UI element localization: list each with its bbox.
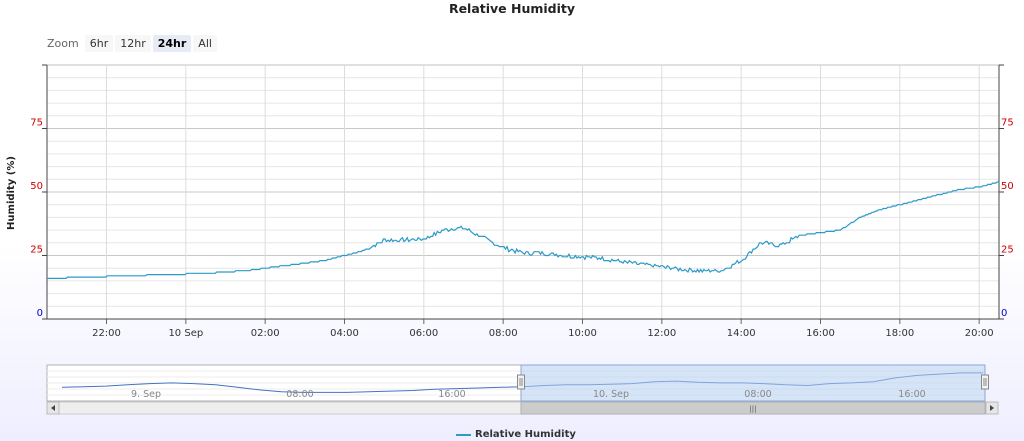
zoom-all-button[interactable]: All bbox=[193, 35, 217, 52]
humidity-series-line bbox=[47, 181, 999, 279]
y-tick-label-right: 50 bbox=[1001, 181, 1014, 192]
x-tick-label: 22:00 bbox=[92, 328, 121, 339]
y-axis-left: 0 25 50 75 bbox=[30, 64, 48, 320]
zoom-label: Zoom bbox=[47, 37, 79, 50]
zoom-12hr-button[interactable]: 12hr bbox=[115, 35, 151, 52]
navigator-label: 16:00 bbox=[438, 389, 465, 400]
y-tick-label-left: 0 bbox=[37, 308, 43, 319]
y-tick-label-right: 75 bbox=[1001, 118, 1014, 129]
y-tick-label-right: 0 bbox=[1001, 308, 1007, 319]
navigator-label: 9. Sep bbox=[131, 389, 161, 400]
legend[interactable]: Relative Humidity bbox=[456, 429, 576, 440]
navigator-label: 08:00 bbox=[286, 389, 313, 400]
y-tick-label-left: 50 bbox=[30, 181, 43, 192]
grid bbox=[46, 64, 1000, 320]
x-tick-label: 10 Sep bbox=[168, 328, 203, 339]
legend-series-label: Relative Humidity bbox=[475, 429, 576, 440]
x-tick-label: 12:00 bbox=[647, 328, 676, 339]
x-tick-label: 18:00 bbox=[885, 328, 914, 339]
y-tick-label-right: 25 bbox=[1001, 245, 1014, 256]
scrollbar-thumb[interactable] bbox=[520, 401, 986, 415]
scroll-right-arrow-icon bbox=[990, 405, 994, 411]
y-tick-label-left: 75 bbox=[30, 118, 43, 129]
x-tick-label: 16:00 bbox=[806, 328, 835, 339]
zoom-6hr-button[interactable]: 6hr bbox=[84, 35, 114, 52]
x-tick-label: 06:00 bbox=[409, 328, 438, 339]
navigator-label: 08:00 bbox=[744, 389, 771, 400]
x-tick-label: 10:00 bbox=[568, 328, 597, 339]
x-tick-label: 20:00 bbox=[965, 328, 994, 339]
zoom-controls: Zoom 6hr 12hr 24hr All bbox=[47, 34, 219, 53]
y-axis-title: Humidity (%) bbox=[6, 156, 17, 230]
chart-title: Relative Humidity bbox=[448, 1, 576, 16]
x-tick-label: 08:00 bbox=[489, 328, 518, 339]
y-axis-right: 0 25 50 75 bbox=[998, 64, 1014, 320]
x-tick-label: 02:00 bbox=[251, 328, 280, 339]
scroll-left-arrow-icon bbox=[51, 405, 55, 411]
x-tick-label: 14:00 bbox=[727, 328, 756, 339]
scrollbar-grip: ||| bbox=[749, 405, 756, 413]
navigator-label: 16:00 bbox=[898, 389, 925, 400]
navigator-handle[interactable] bbox=[517, 374, 525, 390]
navigator-handle[interactable] bbox=[981, 374, 989, 390]
legend-series-marker bbox=[456, 433, 471, 436]
navigator-label: 10. Sep bbox=[593, 389, 629, 400]
y-tick-label-left: 25 bbox=[30, 245, 43, 256]
zoom-24hr-button[interactable]: 24hr bbox=[152, 35, 192, 52]
x-tick-label: 04:00 bbox=[330, 328, 359, 339]
navigator[interactable]: 9. Sep 08:00 16:00 10. Sep 08:00 16:00 ||| bbox=[46, 364, 999, 415]
